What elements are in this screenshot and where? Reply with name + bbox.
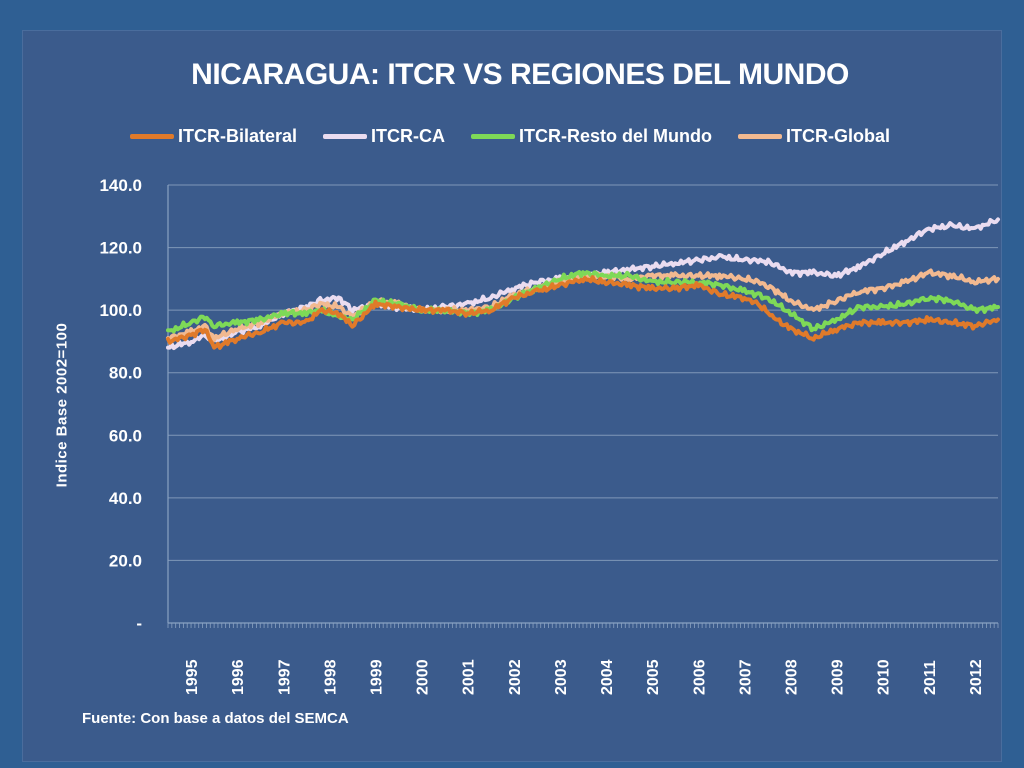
- y-tick-label: 120.0: [99, 239, 142, 258]
- source-note: Fuente: Con base a datos del SEMCA: [82, 710, 349, 727]
- x-tick-label: 2001: [461, 659, 478, 695]
- x-tick-label: 2007: [737, 659, 754, 695]
- legend-item-global: ITCR-Global: [738, 126, 890, 147]
- x-tick-label: 1998: [322, 659, 339, 695]
- x-tick-label: 2002: [507, 659, 524, 695]
- y-tick-label: 100.0: [99, 301, 142, 320]
- y-tick-label: 20.0: [109, 551, 142, 570]
- x-tick-label: 2012: [968, 659, 985, 695]
- y-tick-label: 80.0: [109, 364, 142, 383]
- y-tick-label: 40.0: [109, 489, 142, 508]
- legend-label-resto: ITCR-Resto del Mundo: [519, 125, 713, 146]
- legend-item-ca: ITCR-CA: [323, 126, 445, 147]
- x-tick-label: 2009: [830, 659, 847, 695]
- legend-swatch-ca: [323, 133, 368, 139]
- x-tick-label: 1997: [276, 659, 293, 695]
- legend-label-bilateral: ITCR-Bilateral: [178, 125, 298, 146]
- legend-swatch-resto: [471, 133, 516, 139]
- x-tick-label: 2003: [553, 659, 570, 695]
- grid-lines: [168, 184, 998, 561]
- legend-item-resto: ITCR-Resto del Mundo: [471, 126, 712, 147]
- chart-legend: ITCR-Bilateral ITCR-CA ITCR-Resto del Mu…: [130, 125, 890, 147]
- y-tick-label: 60.0: [109, 426, 142, 445]
- legend-swatch-global: [738, 133, 783, 139]
- series-lines: [166, 217, 1000, 351]
- x-tick-label: 2006: [691, 659, 708, 695]
- x-tick-label: 2005: [645, 659, 662, 695]
- legend-item-bilateral: ITCR-Bilateral: [130, 126, 297, 147]
- series-line-itcr-resto-del-mundo: [166, 270, 1000, 334]
- y-tick-label: -: [136, 614, 142, 633]
- axes: - 20.0 40.0 60.0 80.0 100.0 120.0 140.0 1995 1996…: [99, 176, 999, 695]
- x-tick-label: 2010: [876, 659, 893, 695]
- x-tick-label: 1995: [184, 659, 201, 695]
- x-tick-label: 2008: [784, 659, 801, 695]
- legend-label-ca: ITCR-CA: [371, 125, 446, 146]
- x-tick-label: 2011: [922, 660, 939, 695]
- x-tick-label: 1999: [369, 659, 386, 695]
- chart-title: NICARAGUA: ITCR VS REGIONES DEL MUNDO: [191, 58, 849, 91]
- y-tick-label: 140.0: [99, 176, 142, 195]
- x-tick-label: 2000: [415, 659, 432, 695]
- slide-panel: [22, 30, 1002, 762]
- x-tick-label: 2004: [599, 659, 616, 695]
- series-line-itcr-ca: [166, 217, 1000, 351]
- series-line-itcr-bilateral: [166, 275, 1000, 350]
- x-tick-label: 1996: [230, 659, 247, 695]
- legend-swatch-bilateral: [130, 133, 174, 139]
- legend-label-global: ITCR-Global: [786, 125, 891, 146]
